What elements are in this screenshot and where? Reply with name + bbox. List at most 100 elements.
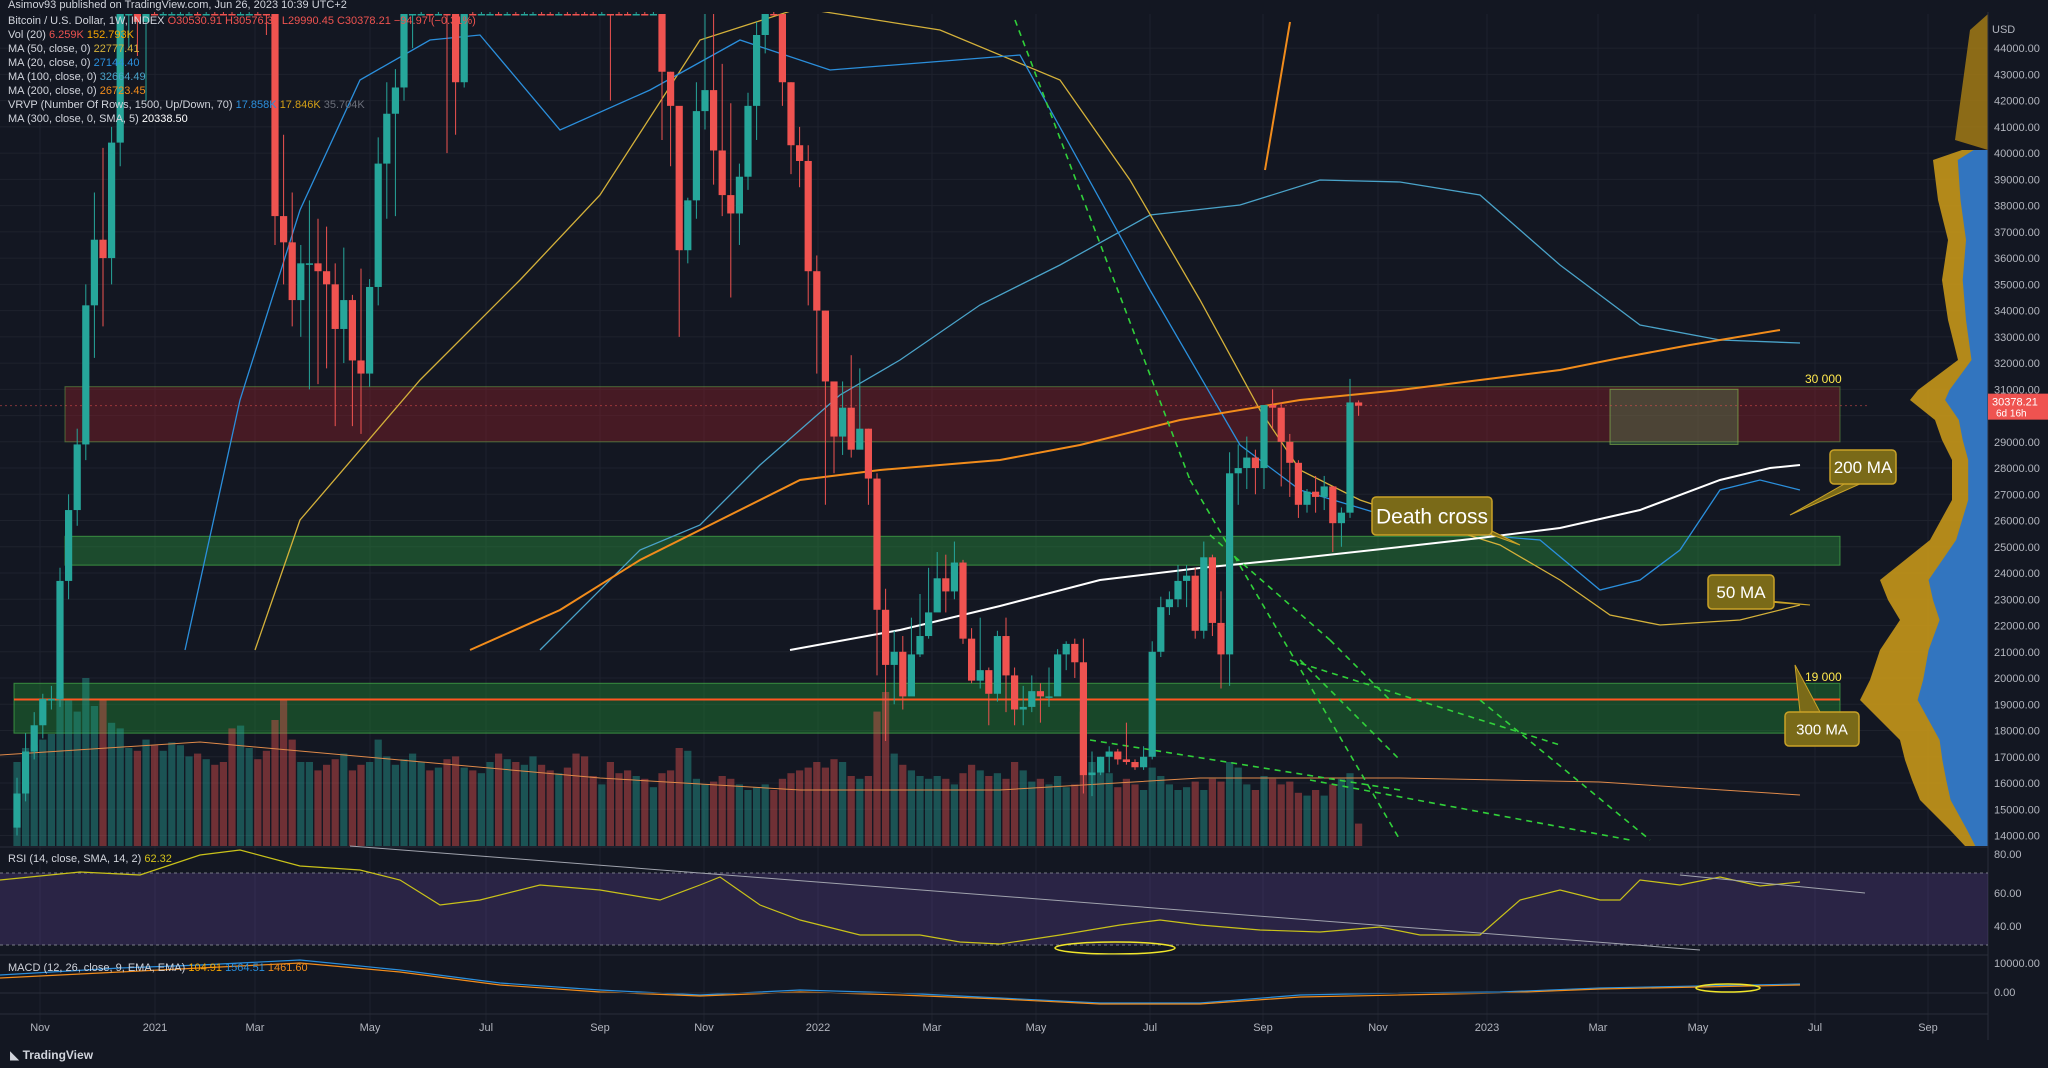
volume-bar (1174, 790, 1182, 846)
candle-body (985, 670, 993, 694)
candle (452, 14, 460, 135)
price-tick-label: 42000.00 (1994, 96, 2040, 108)
candle-body (1114, 751, 1122, 760)
indicator-row[interactable]: MA (20, close, 0) 27144.40 (8, 56, 139, 70)
support-zone-19k (13, 682, 1841, 734)
volume-bar (1234, 767, 1242, 846)
time-tick-label: 2021 (143, 1022, 167, 1034)
time-tick-label: Sep (590, 1022, 610, 1034)
candle-body (916, 636, 924, 655)
candle (443, 14, 451, 154)
volume-bar (400, 759, 408, 846)
candle-body (202, 14, 210, 16)
candle-body (486, 14, 494, 16)
rsi-highlight (1054, 941, 1176, 955)
ma50-callout-box (1707, 574, 1775, 610)
indicator-row[interactable]: Vol (20) 6.259K 152.793K (8, 28, 134, 42)
candle-body (151, 14, 159, 16)
candle (864, 428, 872, 505)
candle-body (1355, 402, 1363, 406)
candle (847, 355, 855, 458)
candle (1269, 389, 1277, 429)
candle-body (262, 14, 270, 16)
candle (1355, 400, 1363, 416)
price-tick-label: 23000.00 (1994, 594, 2040, 606)
rsi-tick: 80.00 (1994, 849, 2022, 861)
volume-bar (426, 770, 434, 846)
candle (245, 0, 253, 16)
candle (959, 559, 967, 644)
candle (13, 777, 21, 836)
indicator-value: 17.858K (235, 99, 280, 111)
price-tick-label: 16000.00 (1994, 778, 2040, 790)
candle-body (804, 160, 812, 272)
candle-body (90, 239, 98, 306)
time-tick-label: May (1026, 1022, 1047, 1034)
candle-body (348, 300, 356, 361)
price-tick-label: 33000.00 (1994, 332, 2040, 344)
rsi-tick: 40.00 (1994, 921, 2022, 933)
indicator-label: MA (50, close, 0) (8, 43, 94, 55)
time-tick-label: Sep (1253, 1022, 1273, 1034)
brand-label: TradingView (22, 1048, 94, 1062)
candle-body (374, 163, 382, 287)
candle (1054, 649, 1062, 697)
candle-body (297, 263, 305, 301)
volume-bar (976, 770, 984, 846)
price-tick-label: 19000.00 (1994, 699, 2040, 711)
candle (1157, 596, 1165, 658)
indicator-row[interactable]: MA (300, close, 0, SMA, 5) 20338.50 (8, 112, 188, 126)
indicator-row[interactable]: MA (200, close, 0) 26723.45 (8, 84, 146, 98)
candle-body (340, 300, 348, 329)
candle (1346, 378, 1354, 518)
rsi-label: RSI (14, close, SMA, 14, 2) (8, 853, 142, 865)
candle-body (675, 105, 683, 251)
candle-body (1269, 405, 1277, 408)
volume-bar (563, 767, 571, 846)
candle-body (667, 71, 675, 106)
volume-bar (1097, 770, 1105, 846)
candle (219, 0, 227, 16)
candle (1303, 489, 1311, 513)
indicator-value: 35.704K (323, 99, 365, 111)
tradingview-logo[interactable]: ◣ TradingView (10, 1048, 93, 1062)
candle (323, 226, 331, 369)
indicator-row[interactable]: MA (100, close, 0) 32664.49 (8, 70, 146, 84)
candle-body (503, 14, 511, 16)
candle-body (168, 14, 176, 16)
candle (710, 14, 718, 185)
price-tick-label: 32000.00 (1994, 358, 2040, 370)
time-axis: Nov 2021 Mar May Jul Sep Nov 2022 Mar May Jul Sep No… (0, 1013, 1988, 1034)
volume-bar (813, 762, 821, 846)
candle-body (1337, 512, 1345, 524)
volume-bar (667, 770, 675, 846)
candle-body (245, 14, 253, 16)
candle-body (1191, 575, 1199, 631)
ma300-callout: 300 MA (1784, 664, 1860, 747)
volume-bar (1114, 787, 1122, 846)
trendline-dashed (1479, 699, 1651, 841)
candle (1122, 722, 1130, 765)
candle (778, 14, 786, 106)
candle-body (968, 638, 976, 681)
indicator-label: VRVP (Number Of Rows, 1500, Up/Down, 70) (8, 99, 236, 111)
candle (374, 137, 382, 306)
candle-body (305, 263, 313, 265)
price-tick-label: 35000.00 (1994, 279, 2040, 291)
volume-bar (753, 787, 761, 846)
candle-body (950, 562, 958, 592)
candle-body (13, 793, 21, 828)
volume-bar (219, 762, 227, 846)
candle (357, 268, 365, 434)
volume-bar (1088, 762, 1096, 846)
candle (529, 0, 537, 16)
candle (73, 428, 81, 526)
candle-body (538, 14, 546, 16)
price-tick-label: 21000.00 (1994, 647, 2040, 659)
candle (667, 71, 675, 167)
indicator-row[interactable]: VRVP (Number Of Rows, 1500, Up/Down, 70)… (8, 98, 365, 112)
volume-bar (1105, 773, 1113, 846)
volume-bar (925, 778, 933, 846)
indicator-row[interactable]: MA (50, close, 0) 22777.41 (8, 42, 139, 56)
